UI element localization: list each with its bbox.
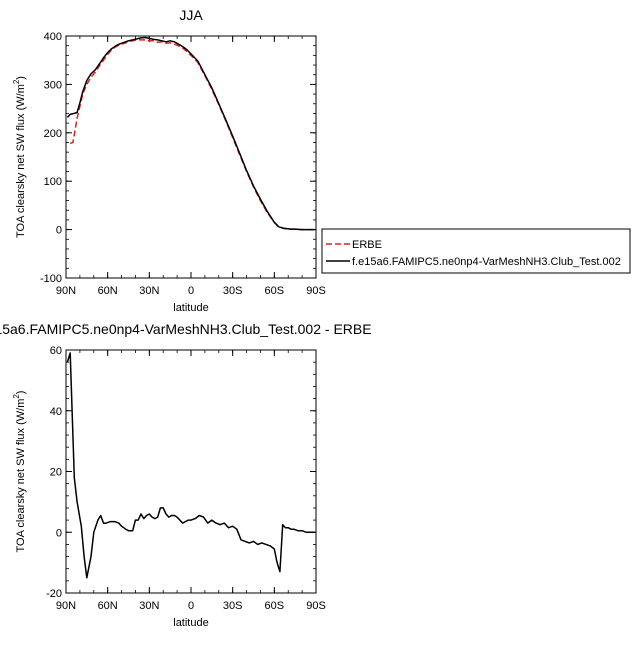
y-axis-label-close: ) bbox=[15, 76, 27, 80]
x-tick-label: 60S bbox=[265, 285, 285, 297]
y-tick-label: 100 bbox=[44, 176, 62, 188]
x-tick-label: 90N bbox=[56, 600, 76, 612]
x-tick-label: 0 bbox=[188, 285, 194, 297]
y-axis-label: TOA clearsky net SW flux (W/m2) bbox=[12, 76, 27, 238]
legend: ERBE f.e15a6.FAMIPC5.ne0np4-VarMeshNH3.Cl… bbox=[321, 228, 631, 274]
x-tick-label: 60N bbox=[98, 600, 118, 612]
y-axis-label-close: ) bbox=[15, 391, 27, 395]
y-tick-label: 0 bbox=[56, 225, 62, 237]
y-tick-label: 300 bbox=[44, 79, 62, 91]
bottom-chart: 15a6.FAMIPC5.ne0np4-VarMeshNH3.Club_Test… bbox=[0, 321, 372, 629]
x-tick-label: 0 bbox=[188, 600, 194, 612]
x-tick-label: 90S bbox=[306, 285, 326, 297]
x-tick-label: 30N bbox=[139, 285, 159, 297]
x-tick-label: 30S bbox=[223, 285, 243, 297]
series-line-0 bbox=[66, 352, 315, 579]
x-tick-label: 30S bbox=[223, 600, 243, 612]
y-tick-label: -100 bbox=[40, 273, 62, 285]
y-axis-label: TOA clearsky net SW flux (W/m2) bbox=[12, 391, 27, 553]
x-tick-label: 90S bbox=[306, 600, 326, 612]
y-axis-label-text: TOA clearsky net SW flux (W/m bbox=[15, 84, 27, 238]
y-axis-label-text: TOA clearsky net SW flux (W/m bbox=[15, 399, 27, 553]
y-tick-label: 40 bbox=[50, 406, 62, 418]
y-tick-label: 60 bbox=[50, 345, 62, 357]
legend-entry-label: f.e15a6.FAMIPC5.ne0np4-VarMeshNH3.Club_T… bbox=[352, 256, 621, 268]
x-tick-label: 60N bbox=[98, 285, 118, 297]
chart-title: 15a6.FAMIPC5.ne0np4-VarMeshNH3.Club_Test… bbox=[0, 321, 372, 337]
plot-frame bbox=[65, 35, 317, 279]
series-line-0 bbox=[69, 39, 315, 231]
y-tick-label: 200 bbox=[44, 128, 62, 140]
x-tick-label: 60S bbox=[265, 600, 285, 612]
legend-box bbox=[321, 228, 631, 274]
x-axis-label: latitude bbox=[173, 617, 208, 629]
plot-frame bbox=[65, 349, 317, 594]
legend-entry-label: ERBE bbox=[352, 239, 382, 251]
y-tick-label: 0 bbox=[56, 527, 62, 539]
x-tick-label: 30N bbox=[139, 600, 159, 612]
chart-title: JJA bbox=[179, 7, 203, 23]
y-tick-label: 400 bbox=[44, 31, 62, 43]
y-axis-label-superscript: 2 bbox=[12, 394, 21, 399]
top-chart: JJA 90N 60N 30N 0 30S 60S 90S -100 0 100 200 300 400 l… bbox=[12, 7, 326, 314]
y-tick-label: -20 bbox=[46, 588, 62, 600]
x-axis-label: latitude bbox=[173, 302, 208, 314]
y-axis-label-superscript: 2 bbox=[12, 79, 21, 84]
y-tick-label: 20 bbox=[50, 467, 62, 479]
series-line-1 bbox=[66, 36, 315, 231]
x-tick-label: 90N bbox=[56, 285, 76, 297]
